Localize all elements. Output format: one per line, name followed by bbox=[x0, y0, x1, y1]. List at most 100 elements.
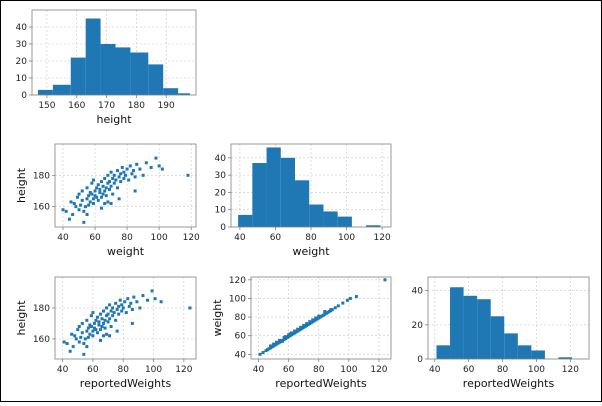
scatter-point bbox=[104, 186, 108, 190]
scatter-point bbox=[272, 342, 276, 346]
scatter-point bbox=[261, 350, 265, 354]
scatter-point bbox=[345, 298, 349, 302]
axes-frame bbox=[54, 143, 197, 228]
histogram-bar bbox=[558, 357, 573, 359]
scatter-point bbox=[135, 162, 139, 166]
scatter-point bbox=[83, 337, 87, 341]
scatter-point bbox=[98, 312, 102, 316]
scatter-point bbox=[138, 306, 142, 310]
histogram-bar bbox=[323, 211, 338, 227]
y-tick-label: 80 bbox=[235, 313, 247, 323]
chart-panel-5: 40 60 80 100 120406080100120reportedWeightsw… bbox=[211, 276, 392, 390]
scatter-point bbox=[124, 173, 127, 177]
x-tick-label: 120 bbox=[183, 233, 200, 243]
scatter-point bbox=[323, 312, 327, 316]
scatter-point bbox=[264, 349, 268, 353]
scatter-point bbox=[308, 322, 312, 326]
scatter-point bbox=[287, 333, 291, 337]
scatter-point bbox=[333, 306, 337, 310]
scatter-point bbox=[114, 318, 118, 322]
scatter-point bbox=[111, 314, 115, 318]
scatter-point bbox=[115, 169, 119, 173]
scatter-point bbox=[108, 317, 112, 321]
scatter-point bbox=[89, 325, 93, 329]
scatter-point bbox=[130, 321, 134, 325]
scatter-point bbox=[71, 212, 75, 216]
scatter-point bbox=[133, 175, 137, 179]
histogram-bar bbox=[309, 204, 324, 227]
scatter-point bbox=[279, 339, 283, 343]
scatter-point bbox=[294, 330, 298, 334]
scatter-point bbox=[77, 208, 81, 212]
scatter-point bbox=[88, 323, 92, 327]
scatter-point bbox=[275, 342, 279, 346]
scatter-point bbox=[87, 194, 91, 198]
scatter-point bbox=[98, 338, 102, 342]
scatter-point bbox=[135, 300, 139, 304]
histogram-bar bbox=[238, 214, 253, 227]
scatter-point bbox=[90, 192, 94, 196]
scatter-point bbox=[91, 334, 95, 338]
scatter-point bbox=[302, 323, 306, 327]
axes-frame bbox=[427, 276, 590, 360]
x-tick-label: 60 bbox=[463, 365, 475, 375]
scatter-point bbox=[82, 342, 86, 346]
scatter-point bbox=[107, 187, 111, 191]
scatter-point bbox=[128, 164, 132, 168]
scatter-point bbox=[318, 315, 322, 319]
scatter-point bbox=[341, 301, 345, 305]
scatter-point bbox=[117, 197, 121, 201]
scatter-point bbox=[64, 209, 68, 213]
scatter-point bbox=[276, 341, 280, 345]
chart-panel-3: 40 60 80 100 120 0 10 20 30 40 weight bbox=[215, 143, 392, 258]
scatter-point bbox=[93, 194, 97, 198]
histogram-bar bbox=[463, 295, 478, 359]
scatter-point bbox=[287, 335, 291, 339]
scatter-point bbox=[138, 167, 142, 171]
scatter-point bbox=[79, 335, 83, 339]
scatter-point bbox=[107, 180, 111, 184]
scatter-point bbox=[73, 334, 77, 338]
y-tick-label: 60 bbox=[235, 332, 247, 342]
scatter-point bbox=[75, 195, 79, 199]
scatter-point bbox=[106, 312, 110, 316]
x-tick-label: 40 bbox=[253, 365, 265, 375]
x-tick-label: 80 bbox=[117, 365, 129, 375]
y-axis-label: weight bbox=[211, 299, 224, 337]
y-tick-label: 100 bbox=[229, 294, 246, 304]
scatter-point bbox=[77, 192, 81, 196]
histogram-bar bbox=[450, 287, 464, 359]
scatter-point bbox=[291, 332, 295, 336]
scatter-point bbox=[127, 178, 131, 182]
scatter-point bbox=[309, 321, 313, 325]
scatter-point bbox=[127, 304, 131, 308]
x-tick-label: 80 bbox=[305, 233, 317, 243]
x-tick-label: 80 bbox=[313, 365, 325, 375]
scatter-point bbox=[109, 202, 113, 206]
x-axis-label: weight bbox=[107, 245, 145, 258]
scatter-point bbox=[91, 311, 95, 315]
y-tick-label: 0 bbox=[21, 91, 27, 101]
scatter-point bbox=[90, 181, 94, 185]
scatter-point bbox=[85, 345, 89, 349]
x-tick-label: 100 bbox=[338, 233, 355, 243]
scatter-point bbox=[92, 321, 96, 325]
scatter-point bbox=[188, 306, 192, 310]
scatter-point bbox=[186, 173, 190, 177]
scatter-point bbox=[282, 337, 286, 341]
x-axis-label: height bbox=[96, 113, 132, 126]
histogram-bar bbox=[100, 44, 116, 95]
scatter-point bbox=[111, 176, 115, 180]
scatter-point bbox=[306, 323, 310, 327]
scatter-point bbox=[87, 203, 91, 207]
scatter-point bbox=[119, 172, 123, 176]
y-tick-label: 0 bbox=[417, 355, 423, 365]
histogram-bar bbox=[163, 88, 179, 95]
axes-frame bbox=[54, 276, 197, 360]
scatter-point bbox=[101, 184, 105, 188]
scatter-point bbox=[119, 180, 123, 184]
histogram-bar bbox=[280, 157, 295, 227]
scatter-point bbox=[348, 296, 352, 300]
scatter-point bbox=[300, 326, 304, 330]
scatter-point bbox=[132, 295, 136, 299]
